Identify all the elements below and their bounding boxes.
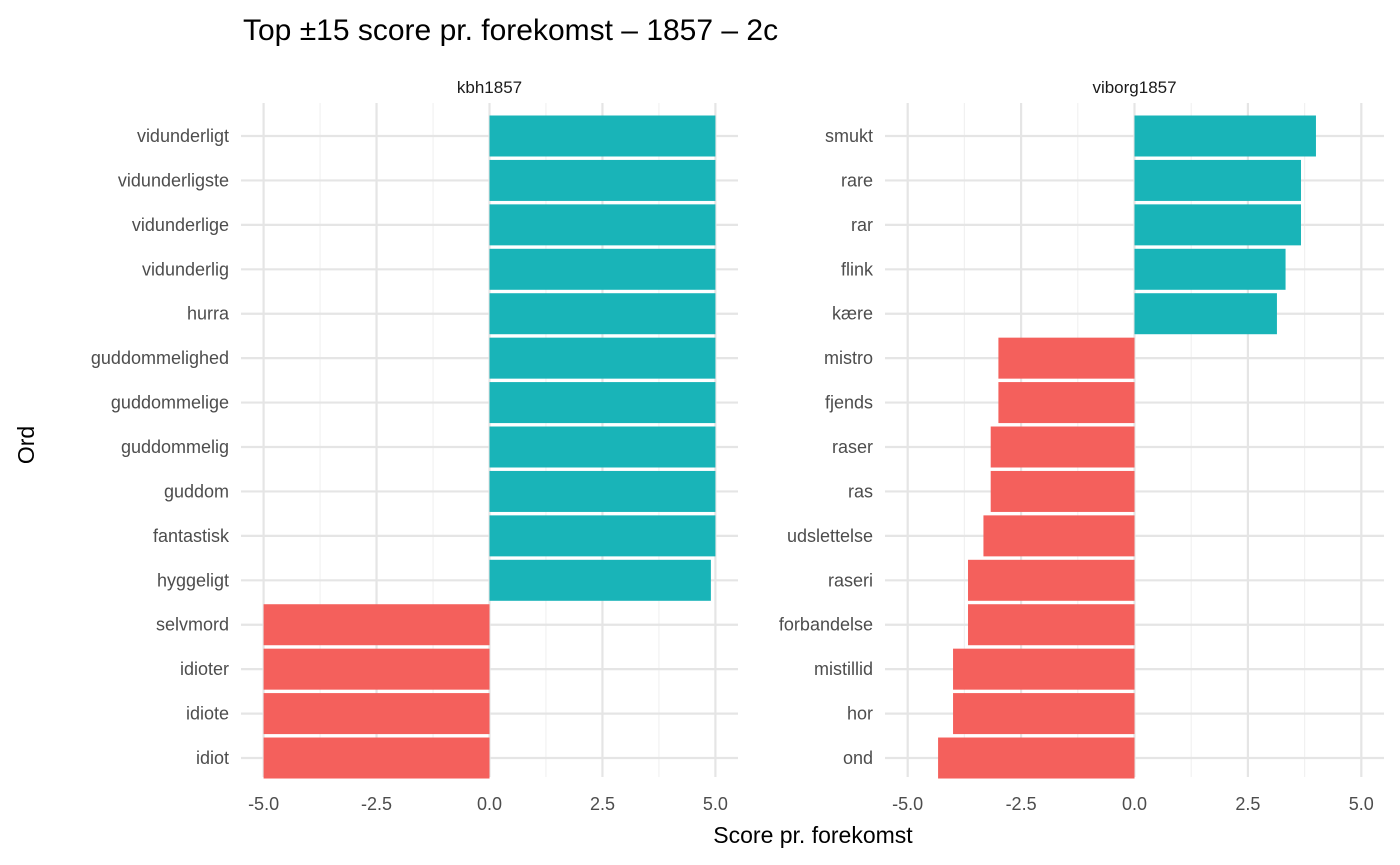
x-tick-label: -5.0 xyxy=(248,794,279,814)
chart-panels: vidunderligt vidunderligste vidunderlige vi… xyxy=(91,78,1384,814)
y-tick-label: guddommelig xyxy=(121,437,229,457)
bars xyxy=(263,115,716,779)
bar-idiote xyxy=(263,693,490,735)
y-tick-label: guddommelighed xyxy=(91,348,229,368)
facet-strip-label: kbh1857 xyxy=(457,78,522,97)
bar-idiot xyxy=(263,737,490,779)
bar-udslettelse xyxy=(983,515,1135,557)
y-tick-label: raser xyxy=(832,437,873,457)
y-tick-label: vidunderligt xyxy=(137,126,229,146)
y-tick-label: kære xyxy=(832,304,873,324)
x-tick-label: 5.0 xyxy=(1349,794,1374,814)
y-tick-label: ras xyxy=(848,481,873,501)
x-tick-label: -5.0 xyxy=(892,794,923,814)
x-tick-label: 2.5 xyxy=(1235,794,1260,814)
bar-smukt xyxy=(1134,115,1316,157)
y-tick-label: smukt xyxy=(825,126,873,146)
bar-raseri xyxy=(968,559,1135,601)
y-axis-title: Ord xyxy=(13,426,39,464)
bar-selvmord xyxy=(263,604,490,646)
bar-flink xyxy=(1134,248,1286,290)
bar-vidunderlig xyxy=(489,248,716,290)
x-tick-label: 0.0 xyxy=(1122,794,1147,814)
y-tick-label: raseri xyxy=(828,570,873,590)
bars xyxy=(938,115,1316,779)
bar-hor xyxy=(953,693,1135,735)
bar-rare xyxy=(1134,159,1301,201)
y-tick-label: idioter xyxy=(180,659,229,679)
chart-title: Top ±15 score pr. forekomst – 1857 – 2c xyxy=(243,14,778,47)
y-tick-label: ond xyxy=(843,748,873,768)
bar-ond xyxy=(938,737,1135,779)
bar-mistillid xyxy=(953,648,1135,690)
bar-hyggeligt xyxy=(489,559,711,601)
bar-ras xyxy=(990,470,1135,512)
bar-vidunderlige xyxy=(489,204,716,246)
x-tick-label: 0.0 xyxy=(477,794,502,814)
facet-panel-viborg1857: smukt rare rar flink kære mistro fjends raser ra… xyxy=(779,78,1384,814)
x-tick-label: -2.5 xyxy=(361,794,392,814)
bar-guddom xyxy=(489,470,716,512)
x-tick-labels: -5.0 -2.5 0.0 2.5 5.0 xyxy=(892,794,1374,814)
bar-rar xyxy=(1134,204,1301,246)
y-tick-label: fantastisk xyxy=(153,526,230,546)
x-tick-label: 2.5 xyxy=(590,794,615,814)
bar-guddommelighed xyxy=(489,337,716,379)
y-tick-label: idiot xyxy=(196,748,229,768)
bar-mistro xyxy=(998,337,1135,379)
bar-fantastisk xyxy=(489,515,716,557)
bar-fjends xyxy=(998,382,1135,424)
y-tick-label: rare xyxy=(841,170,873,190)
bar-raser xyxy=(990,426,1135,468)
y-tick-label: flink xyxy=(841,259,874,279)
y-tick-label: fjends xyxy=(825,393,873,413)
bar-vidunderligt xyxy=(489,115,716,157)
x-axis-title: Score pr. forekomst xyxy=(713,822,913,848)
bar-hurra xyxy=(489,293,716,335)
y-tick-label: guddom xyxy=(164,481,229,501)
y-tick-label: mistillid xyxy=(814,659,873,679)
y-tick-label: vidunderlige xyxy=(132,215,229,235)
y-tick-label: vidunderlig xyxy=(142,259,229,279)
y-tick-labels: smukt rare rar flink kære mistro fjends raser ra… xyxy=(779,126,874,768)
bar-vidunderligste xyxy=(489,159,716,201)
bar-guddommelige xyxy=(489,382,716,424)
bar-kære xyxy=(1134,293,1277,335)
y-tick-label: selvmord xyxy=(156,615,229,635)
y-tick-labels: vidunderligt vidunderligste vidunderlige vi… xyxy=(91,126,230,768)
y-tick-label: mistro xyxy=(824,348,873,368)
y-tick-label: udslettelse xyxy=(787,526,873,546)
x-tick-label: -2.5 xyxy=(1006,794,1037,814)
y-tick-label: rar xyxy=(851,215,873,235)
facet-strip-label: viborg1857 xyxy=(1092,78,1176,97)
bar-forbandelse xyxy=(968,604,1135,646)
bar-guddommelig xyxy=(489,426,716,468)
y-tick-label: hyggeligt xyxy=(157,570,229,590)
facet-panel-kbh1857: vidunderligt vidunderligste vidunderlige vi… xyxy=(91,78,738,814)
y-tick-label: forbandelse xyxy=(779,615,873,635)
y-tick-label: hor xyxy=(847,704,873,724)
y-tick-label: vidunderligste xyxy=(118,170,229,190)
y-tick-label: guddommelige xyxy=(111,393,229,413)
bar-idioter xyxy=(263,648,490,690)
y-tick-label: idiote xyxy=(186,704,229,724)
x-tick-label: 5.0 xyxy=(703,794,728,814)
y-tick-label: hurra xyxy=(187,304,230,324)
x-tick-labels: -5.0 -2.5 0.0 2.5 5.0 xyxy=(248,794,728,814)
